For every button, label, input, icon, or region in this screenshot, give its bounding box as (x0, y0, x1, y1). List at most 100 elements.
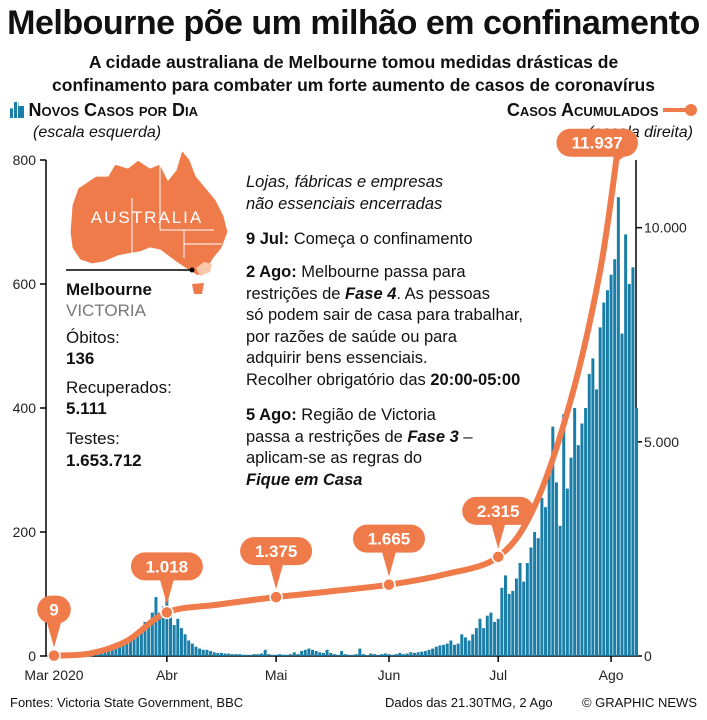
aug2-curfew: 20:00-05:00 (430, 370, 521, 389)
daily-cases-bar (416, 652, 420, 656)
callout-label: 1.665 (368, 530, 411, 549)
aug2-date: 2 Ago: (246, 263, 297, 281)
closure-line-2: não essenciais encerradas (246, 194, 443, 213)
daily-cases-bar (507, 594, 511, 656)
daily-cases-bar (270, 654, 274, 656)
daily-cases-bar (438, 645, 442, 656)
daily-cases-bar (267, 654, 271, 656)
daily-cases-bar (340, 651, 344, 656)
daily-cases-bar (453, 644, 457, 656)
daily-cases-bar (332, 654, 336, 656)
callout-label: 2.315 (477, 502, 520, 521)
daily-cases-bar (347, 654, 351, 656)
callout-pointer (381, 551, 396, 577)
daily-cases-bar (132, 637, 136, 656)
daily-cases-bar (380, 654, 384, 656)
daily-cases-bar (260, 653, 264, 656)
daily-cases-bar (351, 654, 355, 656)
aug2-phase: Fase 4 (345, 284, 397, 303)
daily-cases-bar (172, 625, 176, 656)
daily-cases-bar (500, 587, 504, 656)
daily-cases-bar (547, 470, 551, 656)
victoria-region (196, 262, 212, 276)
daily-cases-bar (365, 655, 369, 656)
daily-cases-bar (427, 649, 431, 656)
callout-box (556, 128, 638, 157)
daily-cases-bar (511, 590, 515, 656)
daily-cases-bar (554, 482, 558, 656)
credit: © GRAPHIC NEWS (581, 695, 697, 710)
subtitle-line-2: confinamento para combater um forte aume… (52, 75, 655, 95)
daily-cases-bar (161, 606, 165, 656)
daily-cases-bar (369, 653, 373, 656)
daily-cases-bar (303, 649, 307, 656)
daily-cases-bar (300, 651, 304, 656)
line-legend-icon (663, 103, 697, 117)
legend-right: Casos Acumulados (507, 100, 697, 121)
sources: Fontes: Victoria State Government, BBC (10, 695, 244, 710)
deaths-value: 136 (66, 349, 95, 368)
city-name: Melbourne (66, 280, 152, 299)
daily-cases-bar (398, 652, 402, 656)
callout-label: 11.937 (572, 134, 623, 153)
data-date: Dados das 21.30TMG, 2 Ago (385, 695, 553, 710)
aug2-line-5: adquirir bens essenciais. (246, 349, 428, 367)
daily-cases-bar (471, 634, 475, 656)
callout-label: 9 (49, 601, 58, 620)
daily-cases-bar (431, 648, 435, 656)
daily-cases-bar (558, 525, 562, 656)
daily-cases-bar (321, 652, 325, 656)
callout-label: 1.018 (146, 557, 189, 576)
daily-cases-bar (354, 654, 358, 656)
callout-box (37, 595, 71, 624)
daily-cases-bar (489, 612, 493, 656)
daily-cases-bar (624, 234, 628, 656)
daily-cases-bar (256, 654, 260, 656)
daily-cases-bar (99, 652, 103, 656)
aug5-line-2b: – (458, 427, 473, 446)
daily-cases-bar (412, 652, 416, 656)
legend-left-label: Novos Casos por Dia (28, 100, 199, 120)
daily-cases-bar (522, 581, 526, 656)
callout-box (352, 524, 425, 553)
daily-cases-bar (107, 650, 111, 656)
daily-cases-bar (474, 628, 478, 656)
melbourne-dot (189, 267, 195, 273)
daily-cases-bar (121, 644, 125, 656)
daily-cases-bar (613, 259, 617, 656)
daily-cases-bar (238, 654, 242, 656)
daily-cases-bar (249, 654, 253, 656)
daily-cases-bar (274, 654, 278, 656)
aug5-line-3: aplicam-se as regras do (246, 449, 423, 467)
legend-right-label: Casos Acumulados (506, 100, 659, 120)
daily-cases-bar (573, 408, 577, 656)
right-tick-label: 5.000 (644, 434, 679, 450)
daily-cases-bar (329, 652, 333, 656)
daily-cases-bar (402, 654, 406, 656)
aug2-line-2b: . As pessoas (396, 284, 490, 303)
left-tick-label: 800 (13, 152, 37, 168)
right-tick-label: 10.000 (644, 220, 687, 236)
daily-cases-bar (147, 625, 151, 656)
daily-cases-bar (143, 621, 147, 656)
callout-pointer (159, 579, 174, 605)
deaths-label: Óbitos: (66, 328, 120, 347)
daily-cases-bar (128, 638, 132, 656)
daily-cases-bar (281, 654, 285, 656)
daily-cases-bar (110, 649, 114, 656)
daily-cases-bar (576, 445, 580, 656)
daily-cases-bar (442, 644, 446, 656)
daily-cases-bar (383, 653, 387, 656)
daily-cases-bar (580, 423, 584, 656)
right-tick-label: 0 (644, 648, 652, 664)
daily-cases-bar (635, 408, 639, 656)
daily-cases-bar (565, 488, 569, 656)
daily-cases-bar (496, 618, 500, 656)
aug5-phase: Fase 3 (407, 427, 459, 446)
daily-cases-bar (307, 648, 311, 656)
daily-cases-bar (493, 621, 497, 656)
daily-cases-bar (285, 654, 289, 656)
subtitle-line-1: A cidade australiana de Melbourne tomou … (88, 52, 619, 72)
daily-cases-bar (216, 652, 220, 656)
daily-cases-bar (187, 640, 191, 656)
